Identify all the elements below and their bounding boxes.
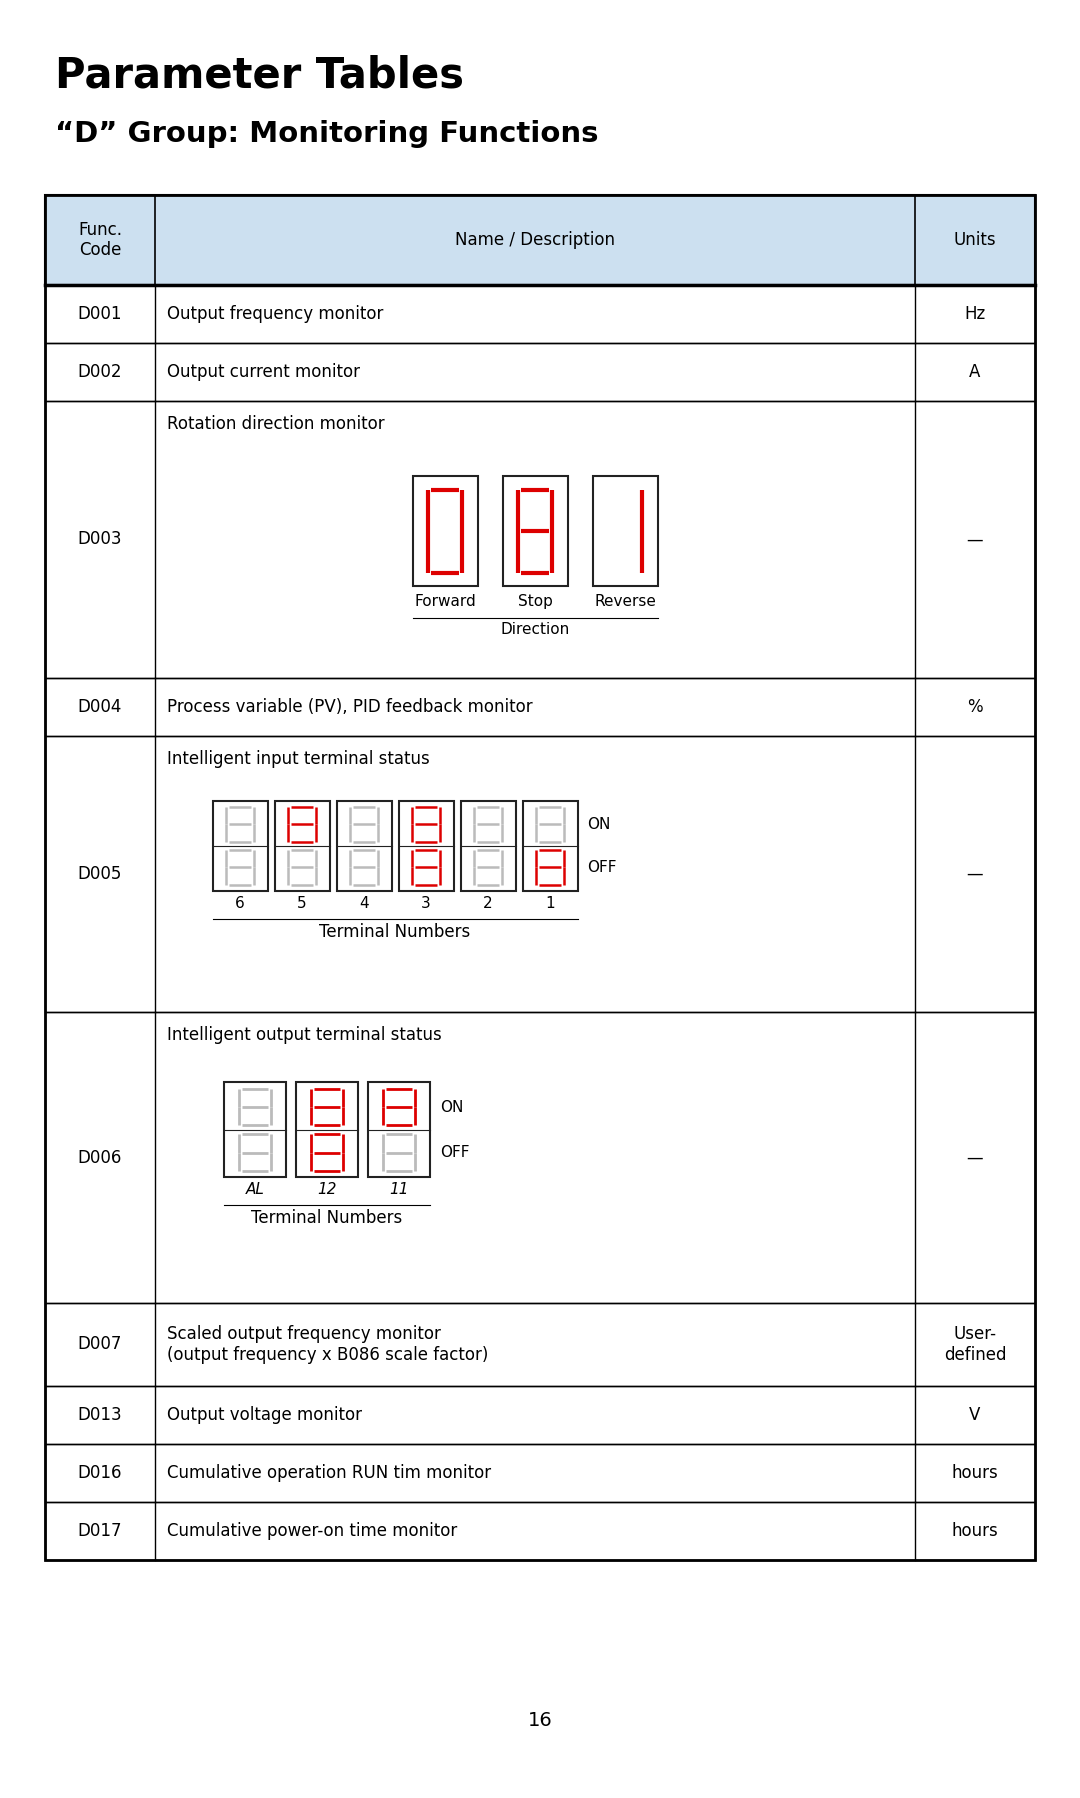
Text: D013: D013	[78, 1406, 122, 1424]
Text: Output voltage monitor: Output voltage monitor	[167, 1406, 362, 1424]
Text: —: —	[967, 1149, 983, 1167]
Bar	[45, 1501, 1035, 1561]
Bar	[45, 1012, 1035, 1304]
Text: 2: 2	[483, 895, 492, 912]
Text: Scaled output frequency monitor
(output frequency x B086 scale factor): Scaled output frequency monitor (output …	[167, 1325, 488, 1363]
Text: D016: D016	[78, 1464, 122, 1482]
Text: A: A	[970, 363, 981, 381]
Bar	[45, 735, 1035, 1012]
Text: Intelligent output terminal status: Intelligent output terminal status	[167, 1027, 442, 1045]
Text: 11: 11	[389, 1183, 408, 1197]
Text: 6: 6	[235, 895, 245, 912]
Text: Units: Units	[954, 230, 997, 248]
Bar	[45, 678, 1035, 735]
Bar	[502, 476, 567, 586]
Bar	[45, 343, 1035, 401]
Bar	[45, 401, 1035, 678]
Text: %: %	[968, 698, 983, 716]
Bar	[274, 800, 329, 890]
Bar	[337, 800, 391, 890]
Text: OFF: OFF	[440, 1145, 470, 1160]
Text: hours: hours	[951, 1521, 998, 1539]
Bar	[296, 1082, 357, 1178]
Text: ON: ON	[440, 1100, 463, 1115]
Text: 1: 1	[545, 895, 555, 912]
Text: 3: 3	[421, 895, 431, 912]
Text: ON: ON	[588, 816, 611, 832]
Text: D001: D001	[78, 306, 122, 324]
Text: OFF: OFF	[588, 859, 617, 876]
Text: Intelligent input terminal status: Intelligent input terminal status	[167, 750, 430, 768]
Text: Hz: Hz	[964, 306, 986, 324]
Text: D003: D003	[78, 530, 122, 548]
Text: hours: hours	[951, 1464, 998, 1482]
Text: Direction: Direction	[500, 622, 569, 636]
Bar	[45, 284, 1035, 343]
Text: Cumulative power-on time monitor: Cumulative power-on time monitor	[167, 1521, 457, 1539]
Text: D002: D002	[78, 363, 122, 381]
Text: —: —	[967, 865, 983, 883]
Text: 5: 5	[297, 895, 307, 912]
Bar	[224, 1082, 286, 1178]
Bar	[45, 1386, 1035, 1444]
Text: Terminal Numbers: Terminal Numbers	[320, 922, 471, 940]
Text: User-
defined: User- defined	[944, 1325, 1007, 1363]
Text: 16: 16	[528, 1710, 552, 1730]
Bar	[45, 194, 1035, 1561]
Bar	[523, 800, 578, 890]
Text: D017: D017	[78, 1521, 122, 1539]
Bar	[45, 1444, 1035, 1501]
Text: V: V	[970, 1406, 981, 1424]
Text: AL: AL	[245, 1183, 265, 1197]
Bar	[45, 1304, 1035, 1386]
Text: —: —	[967, 530, 983, 548]
Text: Stop: Stop	[517, 593, 553, 610]
Text: Forward: Forward	[414, 593, 476, 610]
Text: Output current monitor: Output current monitor	[167, 363, 360, 381]
Text: Reverse: Reverse	[594, 593, 656, 610]
Text: D007: D007	[78, 1336, 122, 1354]
Text: D005: D005	[78, 865, 122, 883]
Bar	[399, 800, 454, 890]
Text: “D” Group: Monitoring Functions: “D” Group: Monitoring Functions	[55, 120, 598, 147]
Text: 4: 4	[360, 895, 368, 912]
Text: Parameter Tables: Parameter Tables	[55, 56, 464, 97]
Text: Process variable (PV), PID feedback monitor: Process variable (PV), PID feedback moni…	[167, 698, 532, 716]
Bar	[368, 1082, 430, 1178]
Text: 12: 12	[318, 1183, 337, 1197]
Text: Rotation direction monitor: Rotation direction monitor	[167, 415, 384, 433]
Text: D006: D006	[78, 1149, 122, 1167]
Bar	[213, 800, 268, 890]
Text: D004: D004	[78, 698, 122, 716]
Bar	[593, 476, 658, 586]
Bar	[45, 194, 1035, 284]
Bar	[45, 194, 1035, 284]
Text: Terminal Numbers: Terminal Numbers	[252, 1210, 403, 1228]
Bar	[460, 800, 515, 890]
Text: Func.
Code: Func. Code	[78, 221, 122, 259]
Text: Output frequency monitor: Output frequency monitor	[167, 306, 383, 324]
Bar	[413, 476, 477, 586]
Text: Cumulative operation RUN tim monitor: Cumulative operation RUN tim monitor	[167, 1464, 491, 1482]
Text: Name / Description: Name / Description	[455, 230, 615, 248]
